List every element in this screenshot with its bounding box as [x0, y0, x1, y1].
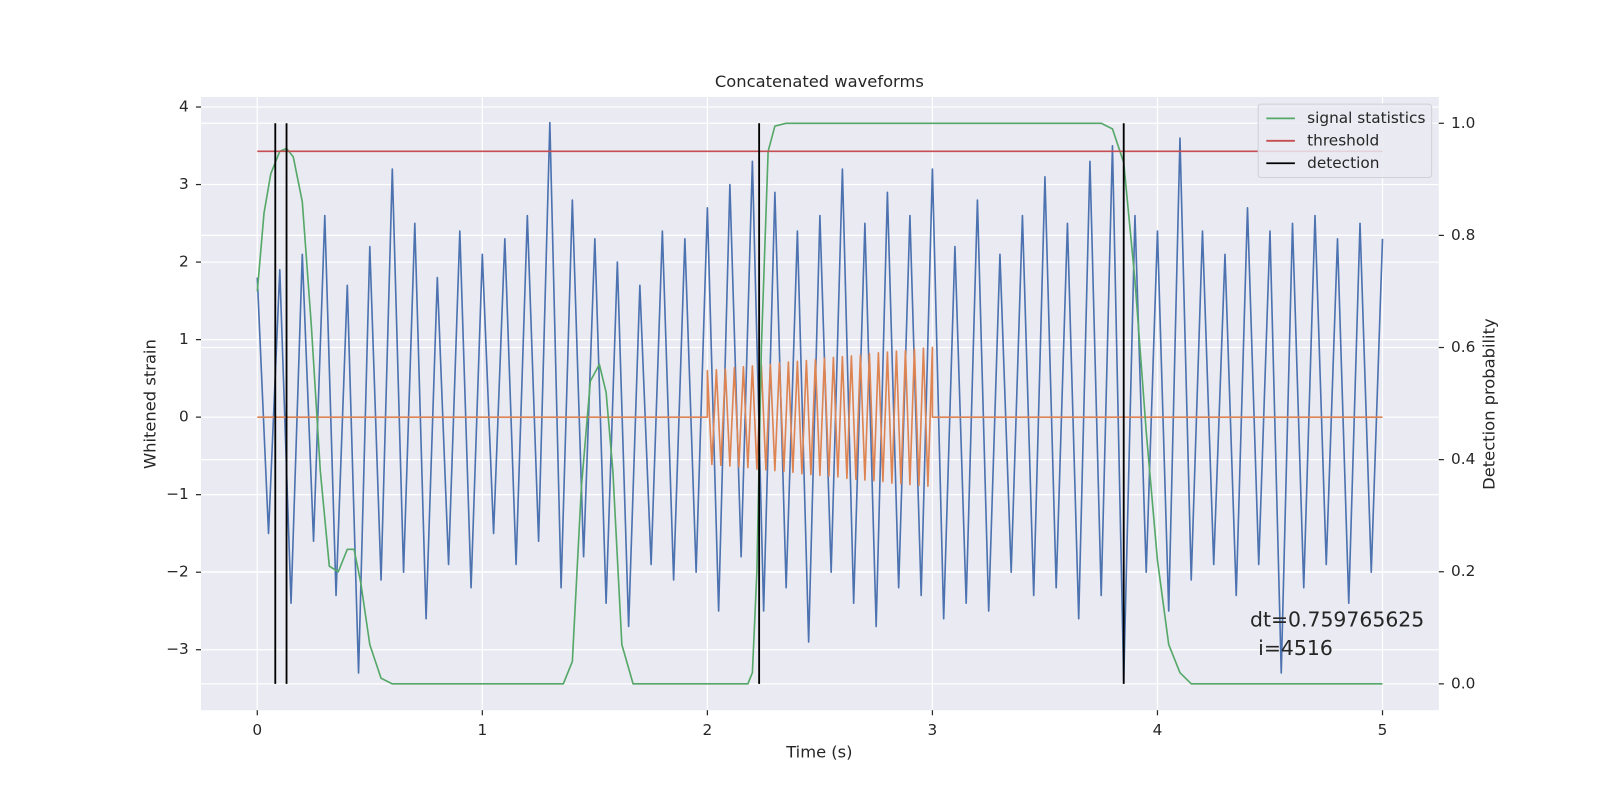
x-tick-label: 3 [928, 721, 938, 739]
series-line [256, 121, 1384, 682]
y2-axis-label: Detection probability [1479, 318, 1498, 490]
y-tick-label: −3 [166, 640, 189, 658]
y-tick-label: 2 [179, 253, 189, 271]
series-line [257, 346, 1383, 487]
x-tick-label: 5 [1378, 721, 1388, 739]
y-tick-label: 3 [179, 175, 189, 193]
y2-tick-label: 0.6 [1451, 338, 1475, 356]
legend-box [1257, 103, 1433, 179]
y-tick-label: −1 [166, 485, 189, 503]
annotation: dt=0.759765625 [1250, 607, 1424, 631]
x-tick-label: 2 [703, 721, 713, 739]
x-tick-label: 1 [477, 721, 487, 739]
y-axis-label: Whitened strain [141, 339, 160, 469]
legend-label: signal statistics [1307, 109, 1425, 127]
y2-tick-label: 0.0 [1451, 674, 1475, 692]
y-tick-label: 4 [179, 98, 189, 116]
y2-tick-label: 0.2 [1451, 562, 1475, 580]
legend-label: threshold [1307, 131, 1379, 149]
y2-tick-label: 0.8 [1451, 226, 1475, 244]
x-tick-label: 4 [1153, 721, 1163, 739]
y2-tick-label: 0.4 [1451, 450, 1475, 468]
plot-area [201, 96, 1439, 711]
y-tick-label: 0 [179, 408, 189, 426]
legend-label: detection [1307, 154, 1379, 172]
y-tick-label: −2 [166, 563, 189, 581]
x-tick-label: 0 [252, 721, 262, 739]
x-axis-label: Time (s) [785, 743, 852, 762]
chart-title: Concatenated waveforms [715, 72, 924, 91]
y-tick-label: 1 [179, 330, 189, 348]
annotation: i=4516 [1258, 636, 1333, 660]
y2-tick-label: 1.0 [1451, 114, 1475, 132]
